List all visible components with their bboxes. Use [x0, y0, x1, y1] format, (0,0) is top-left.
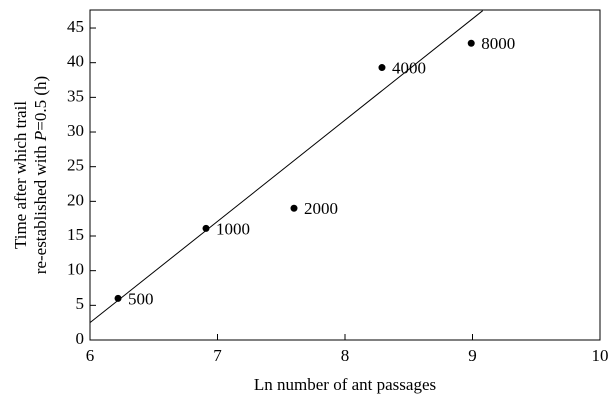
- y-tick-label: 5: [76, 294, 85, 313]
- x-tick-label: 9: [468, 346, 477, 365]
- point: [114, 294, 122, 302]
- plot-frame: [89, 9, 601, 341]
- point: [378, 64, 386, 72]
- point-label: 500: [128, 289, 154, 308]
- x-tick-label: 10: [592, 346, 609, 365]
- y-axis-label: Time after which trail: [11, 101, 30, 249]
- point: [290, 204, 298, 212]
- y-axis-label-part: =0.5 (h): [31, 76, 50, 131]
- point-label: 2000: [304, 199, 338, 218]
- y-axis-label: re-established with P=0.5 (h): [31, 76, 50, 274]
- y-axis-label-part: P: [31, 131, 50, 142]
- y-tick-label: 40: [67, 52, 84, 71]
- y-axis-label-part: re-established with: [31, 141, 50, 274]
- point-label: 4000: [392, 58, 426, 77]
- point-label: 1000: [216, 219, 250, 238]
- x-tick-label: 7: [213, 346, 222, 365]
- y-tick-label: 25: [67, 156, 84, 175]
- y-tick-label: 0: [76, 329, 85, 348]
- y-tick-label: 20: [67, 190, 84, 209]
- x-tick-label: 6: [86, 346, 95, 365]
- point-label: 8000: [481, 34, 515, 53]
- x-tick-label: 8: [341, 346, 350, 365]
- x-axis-label: Ln number of ant passages: [254, 375, 436, 394]
- point: [467, 39, 475, 47]
- y-tick-label: 45: [67, 17, 84, 36]
- fit-line: [90, 10, 484, 324]
- y-tick-label: 10: [67, 260, 84, 279]
- y-tick-label: 35: [67, 86, 84, 105]
- y-tick-label: 30: [67, 121, 84, 140]
- point: [202, 224, 210, 232]
- y-tick-label: 15: [67, 225, 84, 244]
